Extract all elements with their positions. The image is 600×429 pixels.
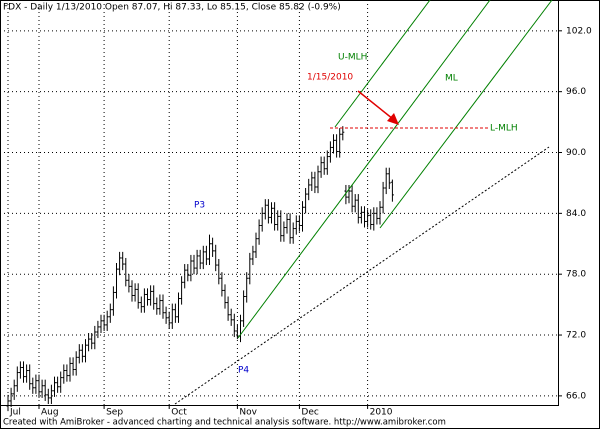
x-tick-label: Oct — [171, 408, 187, 418]
annotation: 1/15/2010 — [307, 73, 353, 83]
pitchfork — [174, 0, 553, 405]
annotation: L-MLH — [490, 124, 518, 134]
y-tick-label: 102.0 — [566, 26, 592, 36]
chart-title: FDX - Daily 1/13/2010 Open 87.07, Hi 87.… — [3, 3, 341, 13]
annotation: P3 — [194, 201, 205, 211]
arrow-head — [387, 113, 399, 125]
y-tick-label: 84.0 — [566, 209, 586, 219]
x-tick-label: 2010 — [370, 408, 393, 418]
x-tick-label: Nov — [239, 408, 257, 418]
x-tick-label: Sep — [106, 408, 123, 418]
plot-frame — [0, 0, 559, 406]
y-tick-label: 78.0 — [566, 270, 586, 280]
arrow-shaft — [357, 90, 394, 120]
annotation: ML — [445, 74, 458, 84]
upper-median-line — [334, 0, 431, 128]
annotation: U-MLH — [338, 53, 367, 63]
y-tick-label: 72.0 — [566, 331, 586, 341]
y-tick-label: 90.0 — [566, 148, 586, 158]
bars — [6, 126, 394, 412]
y-tick-label: 96.0 — [566, 87, 586, 97]
y-tick-label: 66.0 — [566, 391, 586, 401]
lower-median-line — [379, 0, 553, 229]
median-line — [237, 0, 491, 339]
x-tick-label: Aug — [41, 408, 59, 418]
x-tick-label: Dec — [301, 408, 318, 418]
annotation: P4 — [238, 366, 249, 376]
footer: Created with AmiBroker - advanced charti… — [3, 418, 446, 428]
x-tick-label: Jul — [9, 408, 21, 418]
grid — [0, 0, 562, 409]
